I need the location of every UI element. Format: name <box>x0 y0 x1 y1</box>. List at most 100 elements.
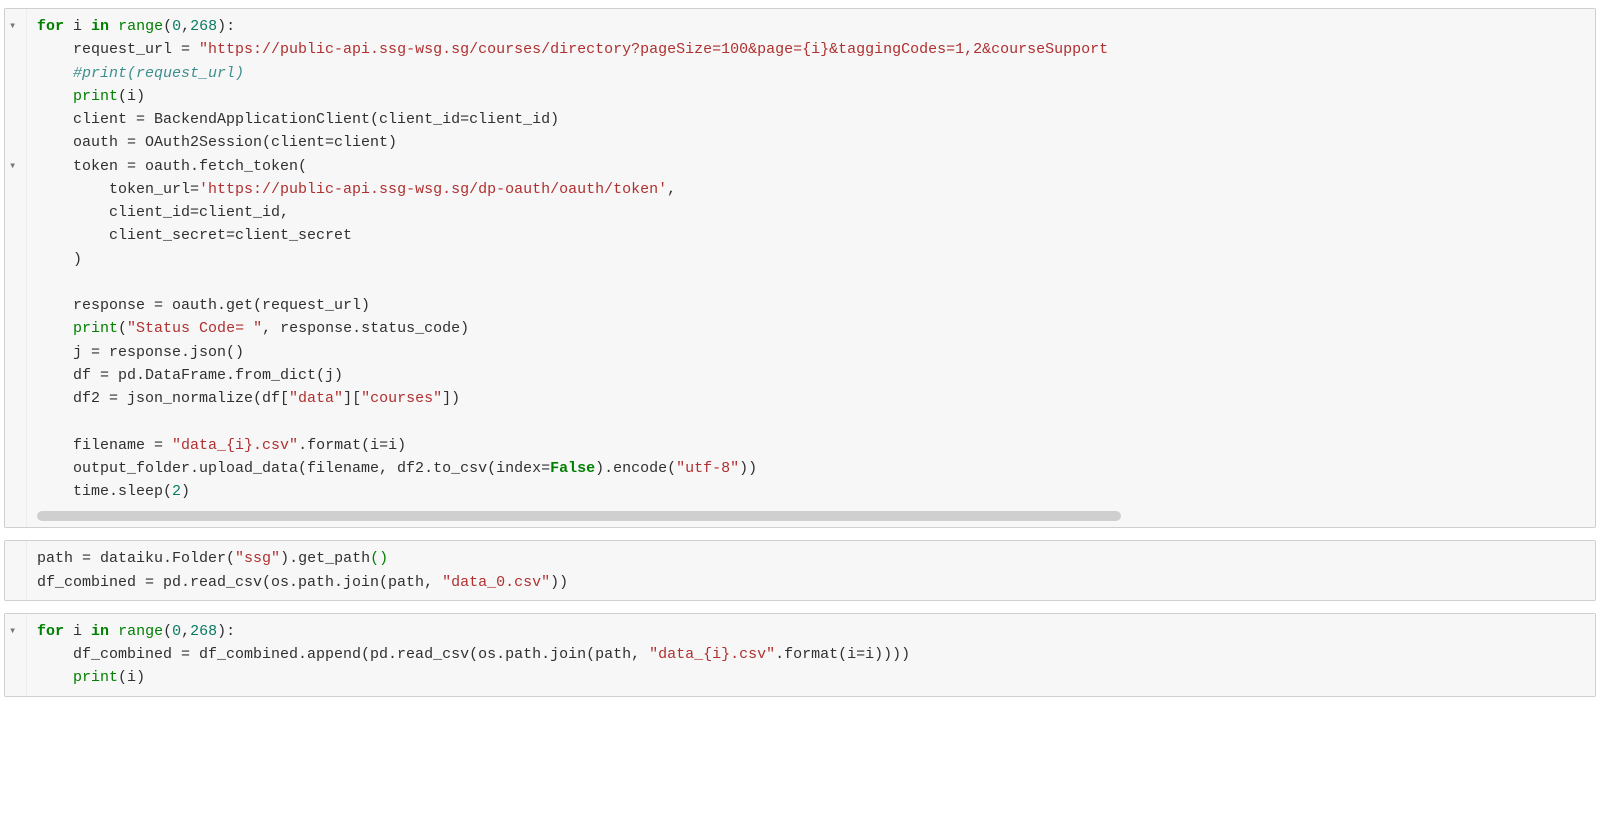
code-token: filename = <box>37 437 172 454</box>
code-token: ]) <box>442 390 460 407</box>
code-line: output_folder.upload_data(filename, df2.… <box>37 457 1585 480</box>
code-token: "utf-8" <box>676 460 739 477</box>
code-token: print <box>73 88 118 105</box>
code-token: ( <box>118 320 127 337</box>
code-token: ( <box>163 18 172 35</box>
code-line: print(i) <box>37 85 1585 108</box>
code-line: token = oauth.fetch_token( <box>37 155 1585 178</box>
horizontal-scrollbar-track[interactable] <box>37 511 1585 521</box>
code-token: ( <box>118 669 127 686</box>
code-token: i <box>127 88 136 105</box>
code-token: range <box>118 18 163 35</box>
code-token: in <box>91 18 109 35</box>
code-token <box>37 320 73 337</box>
code-token: ) <box>136 669 145 686</box>
code-token: )) <box>550 574 568 591</box>
code-token: () <box>370 550 388 567</box>
code-token: .format(i=i)))) <box>775 646 910 663</box>
code-token: 'https://public-api.ssg-wsg.sg/dp-oauth/… <box>199 181 667 198</box>
code-token: df2 = json_normalize(df[ <box>37 390 289 407</box>
code-gutter: ▾ <box>5 614 27 696</box>
code-token: ) <box>181 483 190 500</box>
code-token: i <box>64 18 91 35</box>
code-line: j = response.json() <box>37 341 1585 364</box>
horizontal-scrollbar-thumb[interactable] <box>37 511 1121 521</box>
code-line: filename = "data_{i}.csv".format(i=i) <box>37 434 1585 457</box>
code-token: False <box>550 460 595 477</box>
code-token: i <box>64 623 91 640</box>
code-cell[interactable]: path = dataiku.Folder("ssg").get_path()d… <box>4 540 1596 601</box>
code-editor-area[interactable]: path = dataiku.Folder("ssg").get_path()d… <box>27 541 1595 600</box>
code-token: ][ <box>343 390 361 407</box>
code-line <box>37 410 1585 433</box>
code-token: "ssg" <box>235 550 280 567</box>
code-token: ) <box>37 251 82 268</box>
code-token: "data_0.csv" <box>442 574 550 591</box>
code-line: #print(request_url) <box>37 62 1585 85</box>
code-token <box>37 669 73 686</box>
code-token: ( <box>118 88 127 105</box>
code-token: .format(i=i) <box>298 437 406 454</box>
code-token: response = oauth.get(request_url) <box>37 297 370 314</box>
fold-marker-icon[interactable]: ▾ <box>9 622 16 641</box>
code-line: df2 = json_normalize(df["data"]["courses… <box>37 387 1585 410</box>
code-line: ) <box>37 248 1585 271</box>
code-gutter <box>5 541 27 600</box>
code-token: print <box>73 669 118 686</box>
code-token: df_combined = df_combined.append(pd.read… <box>37 646 649 663</box>
code-line: client_secret=client_secret <box>37 224 1585 247</box>
code-line: path = dataiku.Folder("ssg").get_path() <box>37 547 1585 570</box>
code-token: time.sleep( <box>37 483 172 500</box>
code-token: df_combined = pd.read_csv(os.path.join(p… <box>37 574 442 591</box>
code-token: i <box>127 669 136 686</box>
code-line: for i in range(0,268): <box>37 620 1585 643</box>
code-token <box>37 65 73 82</box>
code-line: time.sleep(2) <box>37 480 1585 503</box>
code-line <box>37 271 1585 294</box>
code-token: "data_{i}.csv" <box>172 437 298 454</box>
code-token: client = BackendApplicationClient(client… <box>37 111 559 128</box>
code-cell[interactable]: ▾ for i in range(0,268): df_combined = df… <box>4 613 1596 697</box>
code-token <box>109 623 118 640</box>
code-editor-area[interactable]: for i in range(0,268): request_url = "ht… <box>27 9 1595 509</box>
code-line: request_url = "https://public-api.ssg-ws… <box>37 38 1585 61</box>
code-token: ) <box>460 320 469 337</box>
code-line: print("Status Code= ", response.status_c… <box>37 317 1585 340</box>
code-token: df = pd.DataFrame.from_dict(j) <box>37 367 343 384</box>
code-token: , <box>262 320 280 337</box>
code-token: oauth = OAuth2Session(client=client) <box>37 134 397 151</box>
code-token: , <box>181 18 190 35</box>
code-token <box>37 88 73 105</box>
code-token: 268 <box>190 18 217 35</box>
code-token: response.status_code <box>280 320 460 337</box>
code-line: for i in range(0,268): <box>37 15 1585 38</box>
code-token: "courses" <box>361 390 442 407</box>
code-token: client_id=client_id, <box>37 204 289 221</box>
code-token: for <box>37 18 64 35</box>
code-token: , <box>181 623 190 640</box>
code-line: oauth = OAuth2Session(client=client) <box>37 131 1585 154</box>
fold-marker-icon[interactable]: ▾ <box>9 157 16 176</box>
code-token: 0 <box>172 18 181 35</box>
code-token: ): <box>217 18 235 35</box>
fold-marker-icon[interactable]: ▾ <box>9 17 16 36</box>
code-token: ).encode( <box>595 460 676 477</box>
code-line: print(i) <box>37 666 1585 689</box>
notebook-cells-container: ▾▾for i in range(0,268): request_url = "… <box>4 8 1596 697</box>
code-token: client_secret=client_secret <box>37 227 352 244</box>
code-token: "Status Code= " <box>127 320 262 337</box>
code-editor-area[interactable]: for i in range(0,268): df_combined = df_… <box>27 614 1595 696</box>
code-line: client_id=client_id, <box>37 201 1585 224</box>
code-line: df_combined = pd.read_csv(os.path.join(p… <box>37 571 1585 594</box>
code-token: , <box>667 181 676 198</box>
code-token: j = response.json() <box>37 344 244 361</box>
code-token: in <box>91 623 109 640</box>
code-token: 2 <box>172 483 181 500</box>
code-token: 0 <box>172 623 181 640</box>
code-token: "data_{i}.csv" <box>649 646 775 663</box>
code-token: token_url= <box>37 181 199 198</box>
code-token: 268 <box>190 623 217 640</box>
code-token: ( <box>163 623 172 640</box>
code-gutter: ▾▾ <box>5 9 27 527</box>
code-cell[interactable]: ▾▾for i in range(0,268): request_url = "… <box>4 8 1596 528</box>
